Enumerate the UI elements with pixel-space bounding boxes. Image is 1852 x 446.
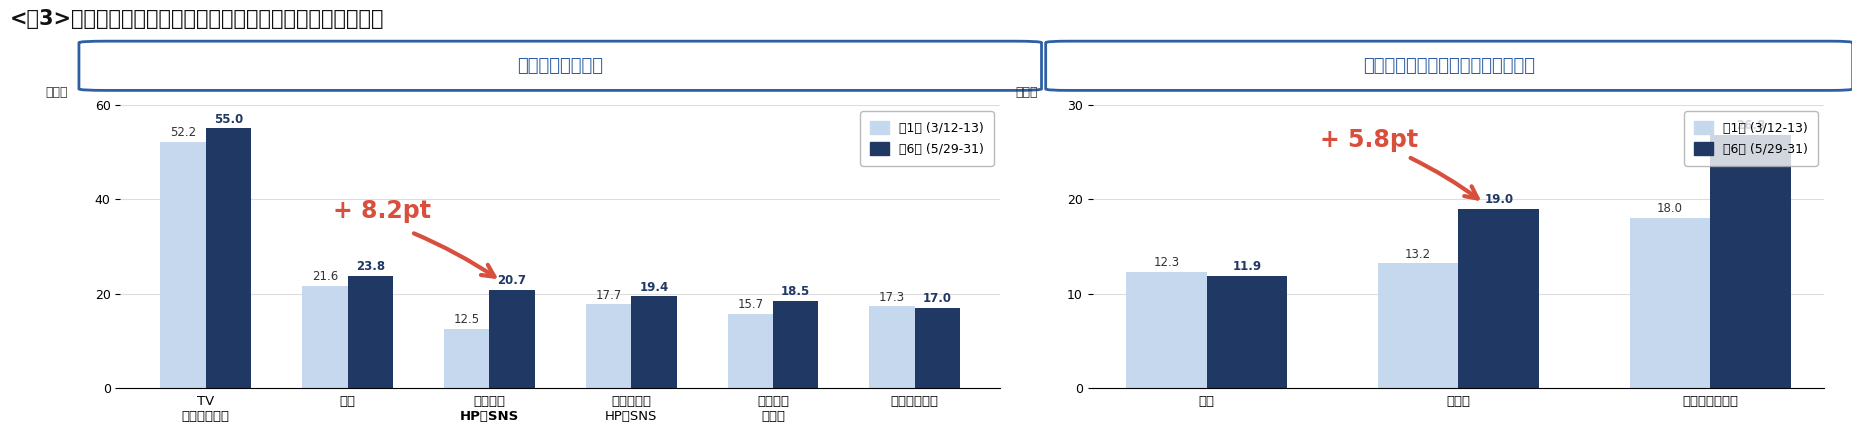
Bar: [915, 308, 959, 388]
Text: + 5.8pt: + 5.8pt: [1320, 128, 1419, 152]
Bar: [348, 276, 393, 388]
Text: + 8.2pt: + 8.2pt: [333, 199, 432, 223]
Text: 13.2: 13.2: [1406, 248, 1432, 260]
Bar: [728, 314, 772, 388]
Legend: 第1回 (3/12-13), 第6回 (5/29-31): 第1回 (3/12-13), 第6回 (5/29-31): [859, 111, 995, 166]
Text: 新型コロナウイルス対策への満足度: 新型コロナウイルス対策への満足度: [1363, 57, 1535, 75]
Bar: [161, 142, 206, 388]
Text: 17.0: 17.0: [922, 292, 952, 305]
Text: 15.7: 15.7: [737, 298, 763, 311]
Bar: [585, 305, 632, 388]
FancyBboxPatch shape: [1046, 41, 1852, 91]
Legend: 第1回 (3/12-13), 第6回 (5/29-31): 第1回 (3/12-13), 第6回 (5/29-31): [1683, 111, 1819, 166]
Text: 23.8: 23.8: [356, 260, 385, 273]
Text: 17.7: 17.7: [594, 289, 622, 301]
Text: 52.2: 52.2: [170, 126, 196, 139]
Bar: [772, 301, 819, 388]
Text: 18.0: 18.0: [1658, 202, 1683, 215]
Text: 12.5: 12.5: [454, 313, 480, 326]
Text: 55.0: 55.0: [213, 112, 243, 126]
Text: <図3>自治体への関心（信頼できる情報源・対策への満足度）: <図3>自治体への関心（信頼できる情報源・対策への満足度）: [9, 9, 383, 29]
Text: 信頼できる情報源: 信頼できる情報源: [517, 57, 604, 75]
Text: 20.7: 20.7: [498, 274, 526, 288]
Bar: [869, 306, 915, 388]
Bar: [1459, 209, 1539, 388]
Text: 26.8: 26.8: [1735, 119, 1765, 132]
Text: 12.3: 12.3: [1154, 256, 1180, 269]
Bar: [206, 128, 252, 388]
Bar: [302, 286, 348, 388]
FancyBboxPatch shape: [80, 41, 1041, 91]
Bar: [1126, 272, 1206, 388]
Bar: [1378, 264, 1459, 388]
Text: （％）: （％）: [1017, 86, 1039, 99]
Bar: [444, 329, 489, 388]
Bar: [632, 297, 676, 388]
Bar: [489, 290, 535, 388]
Text: 19.0: 19.0: [1483, 193, 1513, 206]
Bar: [1711, 135, 1791, 388]
Text: 19.4: 19.4: [639, 281, 669, 293]
Bar: [1206, 276, 1287, 388]
Text: 17.3: 17.3: [880, 290, 906, 304]
Text: 21.6: 21.6: [311, 270, 337, 283]
Text: （％）: （％）: [46, 86, 69, 99]
Text: 11.9: 11.9: [1232, 260, 1261, 273]
Text: 18.5: 18.5: [782, 285, 809, 298]
Bar: [1630, 218, 1711, 388]
